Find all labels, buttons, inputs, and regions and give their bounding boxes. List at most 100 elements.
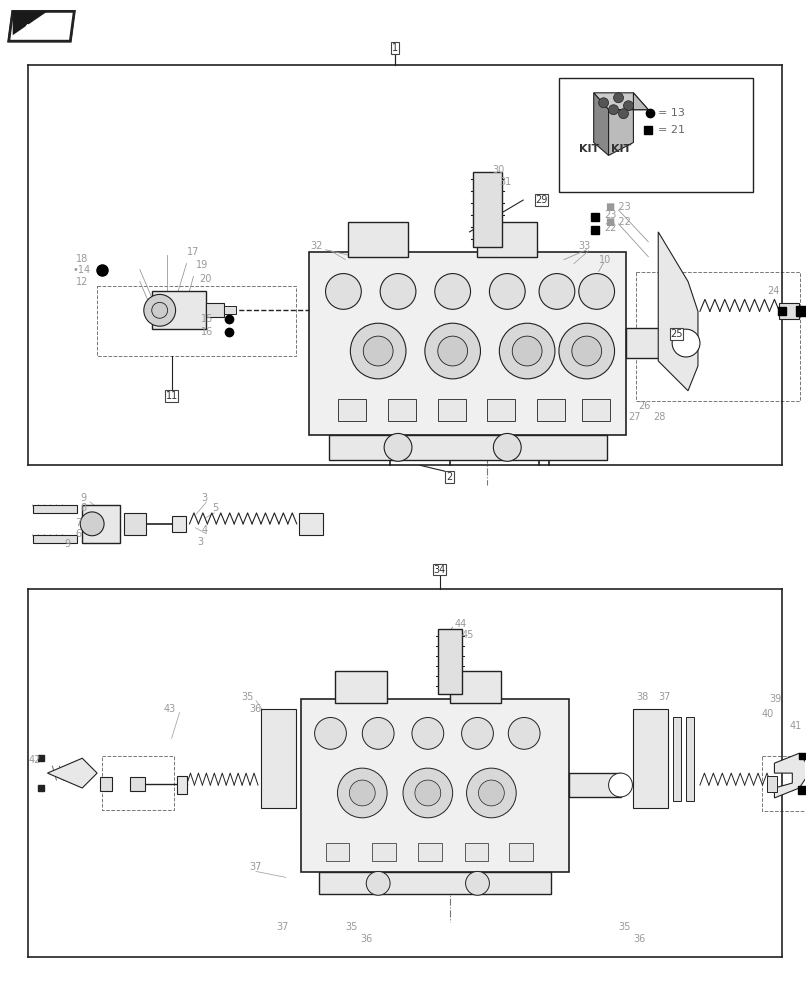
Bar [318, 872, 551, 894]
Bar [465, 843, 488, 861]
Bar [32, 535, 78, 543]
Text: •14: •14 [72, 265, 90, 275]
Circle shape [435, 274, 470, 309]
Text: 45: 45 [461, 630, 474, 640]
Polygon shape [774, 753, 808, 798]
Bar [686, 717, 694, 801]
Text: 35: 35 [618, 922, 631, 932]
Bar [100, 777, 112, 791]
Text: 35: 35 [241, 692, 254, 702]
Polygon shape [13, 11, 43, 31]
Text: 20: 20 [200, 274, 212, 284]
Bar [261, 709, 296, 808]
Circle shape [494, 433, 521, 461]
Text: 35: 35 [345, 922, 358, 932]
Circle shape [478, 780, 504, 806]
Circle shape [608, 105, 618, 115]
Circle shape [490, 274, 525, 309]
Text: 4: 4 [201, 525, 208, 535]
Bar [171, 516, 186, 532]
Circle shape [144, 294, 175, 326]
Circle shape [362, 717, 394, 749]
Circle shape [80, 512, 104, 536]
Text: 26: 26 [638, 401, 650, 411]
Circle shape [572, 336, 602, 366]
Bar [673, 717, 681, 801]
Text: 9: 9 [65, 539, 70, 549]
Circle shape [415, 780, 440, 806]
Text: 36: 36 [360, 934, 372, 944]
Text: 17: 17 [187, 247, 199, 257]
Circle shape [152, 302, 167, 318]
Bar [339, 399, 366, 421]
Bar [206, 303, 225, 317]
Text: 28: 28 [654, 412, 666, 422]
Bar [225, 306, 236, 314]
Bar [445, 471, 454, 483]
Text: 9: 9 [80, 493, 86, 503]
Bar [509, 843, 533, 861]
Circle shape [465, 871, 490, 895]
Text: 15: 15 [201, 314, 213, 324]
Text: 37: 37 [276, 922, 288, 932]
Bar [535, 194, 548, 206]
Bar [152, 291, 206, 329]
Text: 25: 25 [670, 329, 683, 339]
Bar [335, 671, 387, 703]
Text: 1: 1 [392, 43, 398, 53]
Bar [309, 252, 626, 435]
Text: 2: 2 [447, 472, 452, 482]
Circle shape [559, 323, 615, 379]
Text: 19: 19 [196, 260, 208, 270]
Circle shape [384, 433, 412, 461]
Polygon shape [659, 232, 698, 391]
Circle shape [381, 274, 416, 309]
Bar [165, 390, 178, 402]
Text: 5: 5 [213, 503, 219, 513]
Text: 44: 44 [455, 619, 467, 629]
Circle shape [351, 323, 406, 379]
Bar [450, 671, 501, 703]
Circle shape [466, 768, 516, 818]
Bar [326, 843, 349, 861]
Bar [299, 513, 322, 535]
Bar [372, 843, 396, 861]
Circle shape [326, 274, 361, 309]
Text: 27: 27 [629, 412, 641, 422]
Text: 8: 8 [80, 503, 86, 513]
Bar [487, 399, 516, 421]
Text: 40: 40 [761, 709, 774, 719]
Polygon shape [594, 93, 608, 155]
Text: = 13: = 13 [659, 108, 685, 118]
Text: ■ 22: ■ 22 [606, 217, 630, 227]
Circle shape [412, 717, 444, 749]
Text: 29: 29 [535, 195, 547, 205]
Text: 30: 30 [492, 165, 505, 175]
Text: 33: 33 [579, 241, 591, 251]
Polygon shape [594, 93, 648, 110]
Circle shape [608, 773, 633, 797]
Polygon shape [9, 11, 74, 41]
Bar [537, 399, 565, 421]
Polygon shape [608, 93, 648, 155]
Polygon shape [48, 758, 97, 788]
Circle shape [624, 101, 633, 111]
Bar [329, 435, 607, 460]
Bar [582, 399, 609, 421]
Polygon shape [13, 11, 48, 35]
Bar [348, 222, 408, 257]
Bar [768, 776, 777, 792]
Circle shape [366, 871, 390, 895]
Circle shape [512, 336, 542, 366]
Bar [633, 709, 668, 808]
Bar [124, 513, 145, 535]
Bar [626, 328, 686, 358]
Circle shape [618, 109, 629, 119]
Text: 18: 18 [76, 254, 88, 264]
Bar [418, 843, 442, 861]
Text: KIT: KIT [611, 144, 631, 154]
Bar [391, 42, 399, 54]
Circle shape [599, 98, 608, 108]
Circle shape [461, 717, 494, 749]
Text: 34: 34 [434, 565, 446, 575]
